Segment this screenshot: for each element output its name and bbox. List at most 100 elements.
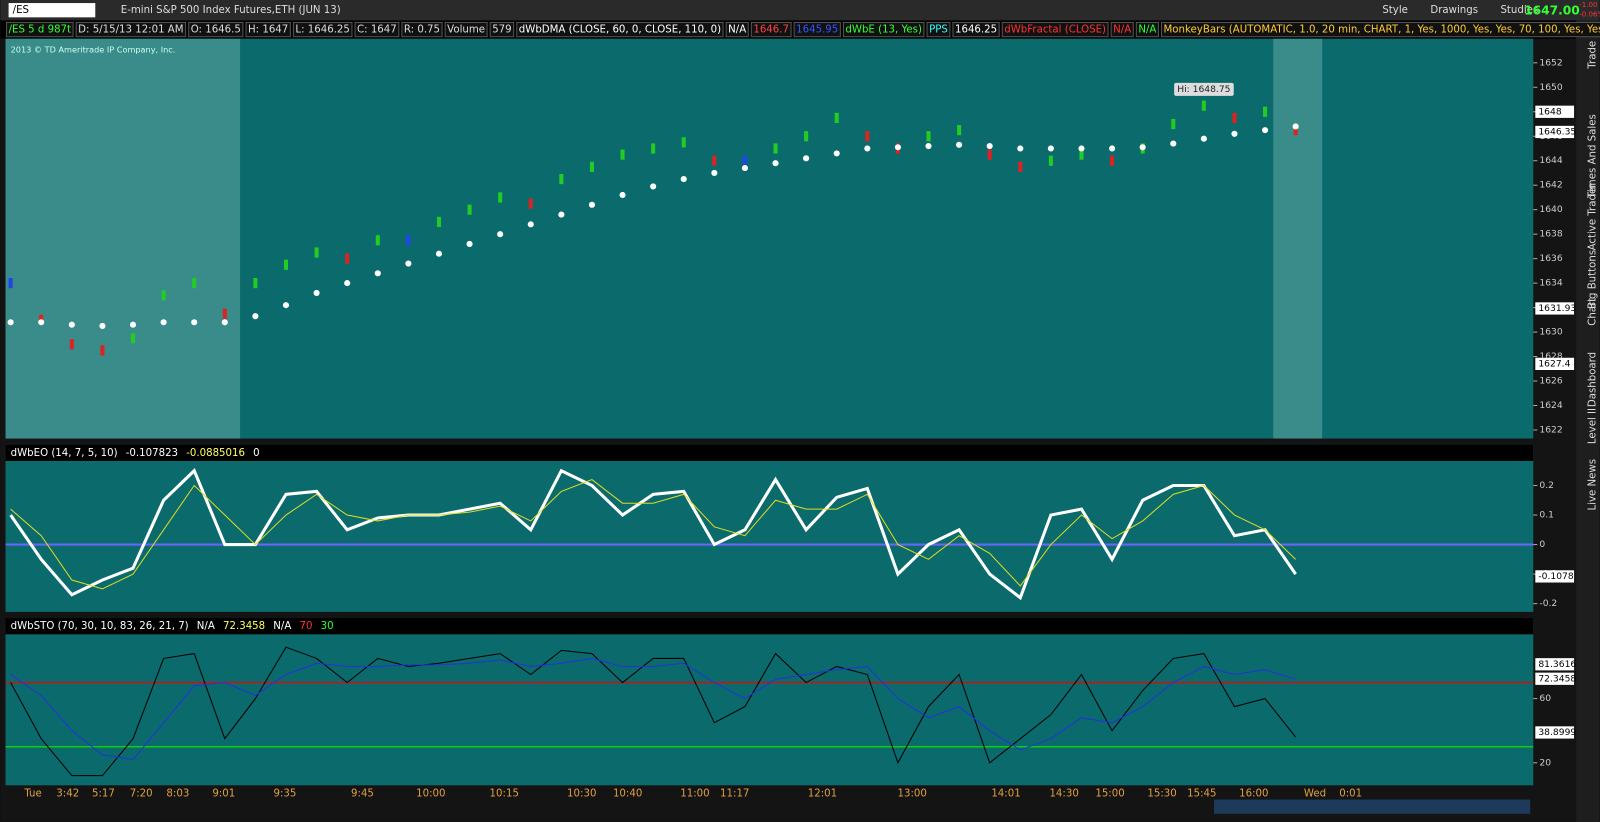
price-bar bbox=[957, 125, 962, 136]
legend-item: 30 bbox=[321, 621, 334, 632]
header-item: L: 1646.25 bbox=[295, 25, 349, 36]
price-bar bbox=[406, 235, 411, 246]
x-tick-label: 10:00 bbox=[416, 788, 445, 799]
side-tab[interactable]: Big Buttons bbox=[1587, 250, 1598, 309]
y-tick-label: 1622 bbox=[1539, 424, 1562, 435]
header-item: 1645.95 bbox=[796, 25, 838, 36]
symbol-box[interactable] bbox=[8, 3, 96, 18]
x-tick-label: 10:15 bbox=[490, 788, 519, 799]
price-bar bbox=[651, 143, 656, 154]
header-item: N/A bbox=[1138, 25, 1156, 36]
header-box bbox=[1110, 21, 1134, 38]
toolbar-button[interactable]: Drawings bbox=[1430, 5, 1478, 16]
header-box bbox=[1160, 21, 1600, 38]
header-box bbox=[75, 21, 187, 38]
ma-dot bbox=[466, 240, 473, 248]
ma-dot bbox=[405, 260, 412, 267]
stochastic-panel bbox=[5, 618, 1534, 786]
header-item: R: 0.75 bbox=[404, 25, 440, 36]
legend-item: -0.0885016 bbox=[186, 448, 245, 459]
side-tab[interactable]: Dashboard bbox=[1587, 352, 1598, 407]
x-tick-label: 10:40 bbox=[613, 788, 642, 799]
ma-dot bbox=[527, 221, 534, 228]
change-pct: -0.06% bbox=[1579, 9, 1600, 18]
symbol[interactable]: /ES bbox=[13, 5, 29, 16]
osc-line bbox=[10, 479, 1297, 590]
header-item: MonkeyBars (AUTOMATIC, 1.0, 20 min, CHAR… bbox=[1164, 25, 1600, 36]
side-tab[interactable]: Live News bbox=[1587, 459, 1598, 511]
x-tick-label: 11:17 bbox=[720, 788, 749, 799]
ma-dot bbox=[435, 250, 443, 257]
header-box bbox=[292, 21, 353, 38]
header-box bbox=[1135, 21, 1159, 38]
ma-dot bbox=[558, 211, 565, 218]
side-tab[interactable]: Active Trader bbox=[1587, 183, 1598, 251]
x-tick-label: 14:01 bbox=[991, 788, 1020, 799]
value-tag-label: 1631.93 bbox=[1538, 303, 1576, 314]
price-bar bbox=[283, 259, 289, 270]
header-item: N/A bbox=[728, 25, 746, 36]
x-tick-label: 12:01 bbox=[808, 788, 837, 799]
x-tick-label: 16:00 bbox=[1239, 788, 1268, 799]
header-item: 579 bbox=[492, 25, 511, 36]
ma-dot bbox=[1231, 130, 1238, 137]
header-box bbox=[926, 21, 951, 38]
price-bar bbox=[69, 339, 74, 350]
ma-dot bbox=[650, 183, 657, 190]
price-bar bbox=[1110, 155, 1115, 166]
header-box bbox=[245, 21, 291, 38]
x-tick-label: 0:01 bbox=[1339, 788, 1362, 799]
header-box bbox=[793, 21, 841, 38]
ma-dot bbox=[1261, 127, 1269, 134]
ma-dot bbox=[772, 160, 779, 167]
ma-dot bbox=[619, 191, 626, 199]
value-tag-label: 1648 bbox=[1538, 106, 1561, 117]
price-bar bbox=[8, 278, 13, 289]
header-item: PPS bbox=[929, 25, 948, 36]
value-tag bbox=[1535, 357, 1575, 371]
price-bar bbox=[926, 131, 931, 142]
header-box bbox=[188, 21, 244, 38]
side-tab[interactable]: Times And Sales bbox=[1587, 114, 1598, 199]
price-bar bbox=[742, 155, 747, 166]
stoch-line bbox=[10, 657, 1296, 761]
toolbar bbox=[0, 0, 1600, 21]
header-box bbox=[444, 21, 488, 38]
price-bar bbox=[161, 290, 166, 301]
ma-dot bbox=[1109, 145, 1116, 152]
ma-dot bbox=[1047, 145, 1054, 152]
value-tag bbox=[1535, 658, 1575, 671]
scrollbar[interactable] bbox=[1214, 799, 1531, 814]
x-tick-label: 5:17 bbox=[92, 788, 115, 799]
y-tick-label: 1650 bbox=[1539, 82, 1562, 93]
price-bar bbox=[865, 131, 870, 142]
legend-item: -0.107823 bbox=[126, 448, 178, 459]
side-tab[interactable]: Chart bbox=[1587, 298, 1598, 326]
y-tick-label: 20 bbox=[1539, 757, 1551, 768]
legend-item: 72.3458 bbox=[223, 621, 265, 632]
header-item: C: 1647 bbox=[357, 25, 397, 36]
ma-dot bbox=[99, 322, 106, 330]
y-tick-label: 1628 bbox=[1539, 351, 1562, 362]
price-bar bbox=[222, 308, 227, 319]
ma-dot bbox=[7, 319, 14, 326]
header-item: D: 5/15/13 12:01 AM bbox=[78, 25, 183, 36]
price-bar bbox=[1018, 161, 1023, 172]
side-tab[interactable]: Trade bbox=[1587, 41, 1598, 70]
x-tick-label: Wed bbox=[1304, 788, 1326, 799]
side-tab[interactable]: Level II bbox=[1587, 408, 1598, 444]
header-box bbox=[842, 21, 925, 38]
price-bar bbox=[1201, 100, 1206, 111]
y-tick-label: 1652 bbox=[1539, 57, 1562, 68]
price-bar bbox=[834, 112, 839, 123]
ma-dot bbox=[680, 176, 687, 183]
ma-dot bbox=[711, 169, 718, 177]
header-box bbox=[952, 21, 1000, 38]
price-bar bbox=[559, 173, 564, 185]
toolbar-button[interactable]: Studies bbox=[1500, 5, 1538, 16]
ma-dot bbox=[282, 302, 290, 309]
oscillator-legend bbox=[5, 444, 1534, 461]
header-item: H: 1647 bbox=[248, 25, 288, 36]
toolbar-button[interactable]: Style bbox=[1382, 5, 1408, 16]
osc-line bbox=[9, 468, 1297, 601]
